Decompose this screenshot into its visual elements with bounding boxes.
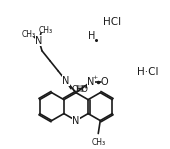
Text: H·Cl: H·Cl	[137, 67, 159, 77]
Text: N: N	[87, 77, 95, 87]
Text: CH₃: CH₃	[22, 30, 36, 39]
Text: O: O	[100, 77, 108, 87]
Text: N: N	[35, 36, 43, 46]
Text: N: N	[62, 76, 70, 86]
Text: OH: OH	[72, 85, 85, 94]
Text: HCl: HCl	[103, 17, 121, 27]
Text: CH₃: CH₃	[91, 138, 105, 146]
Text: H: H	[88, 31, 96, 41]
Text: HO: HO	[75, 85, 89, 94]
Text: CH₃: CH₃	[39, 26, 53, 35]
Text: +: +	[92, 75, 98, 80]
Text: N: N	[72, 116, 80, 126]
